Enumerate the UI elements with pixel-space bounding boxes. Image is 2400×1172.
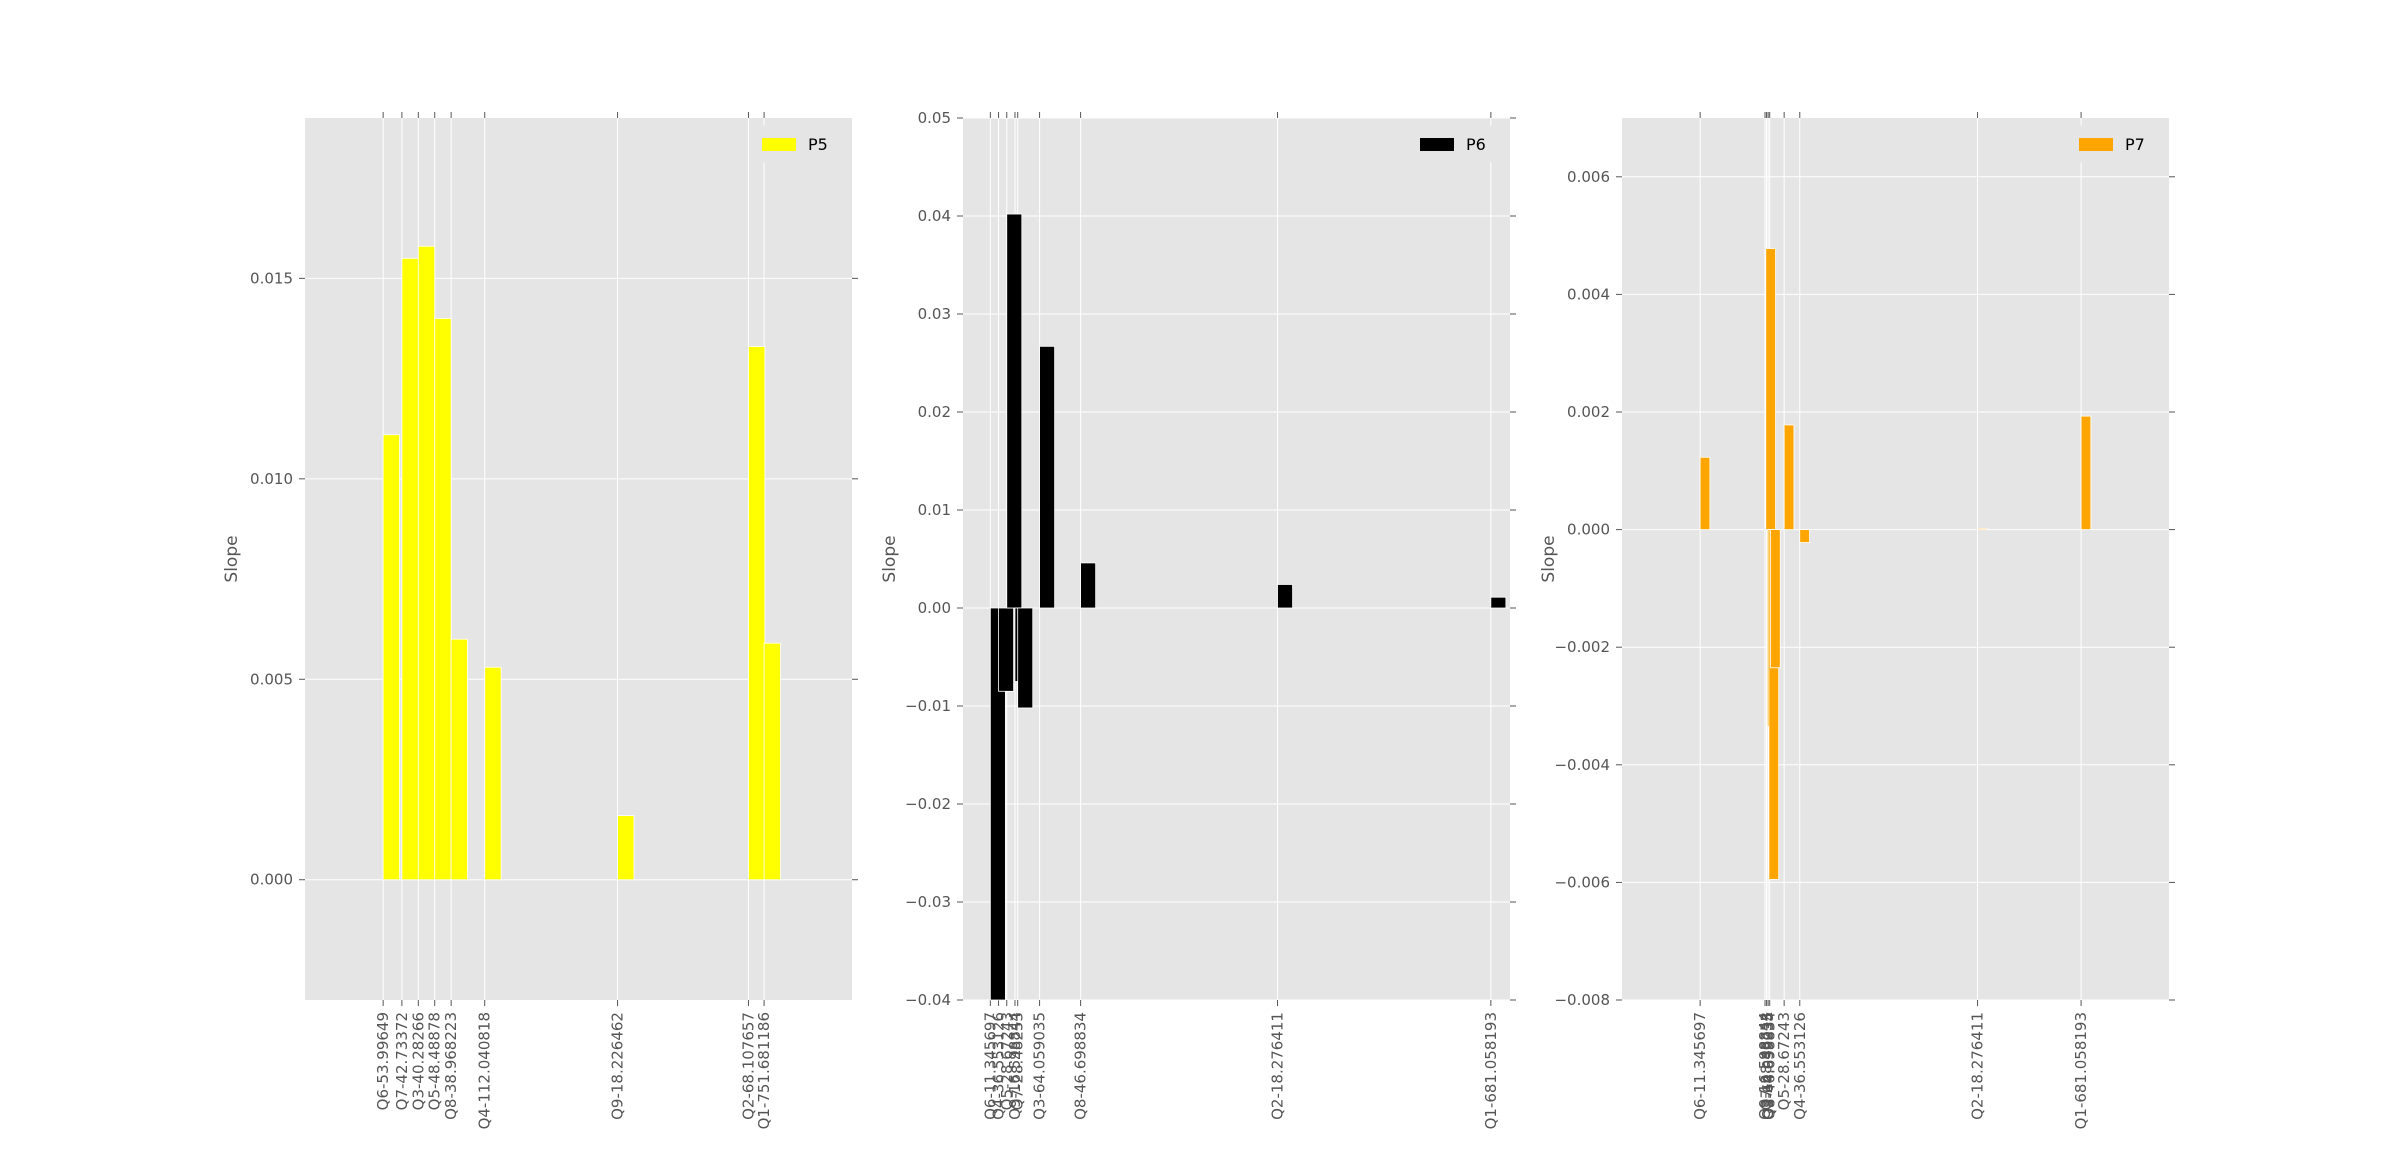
y-tick-label: −0.002 — [1554, 638, 1610, 656]
y-axis-label: Slope — [222, 535, 242, 582]
y-tick-label: 0.02 — [918, 403, 951, 421]
y-tick-label: 0.05 — [918, 109, 951, 127]
x-tick-label: Q4-36.553126 — [1791, 1012, 1809, 1120]
bar — [748, 346, 766, 881]
x-tick-label: Q2-18.276411 — [1969, 1012, 1987, 1120]
y-axis-label: Slope — [1539, 535, 1559, 582]
y-tick-label: −0.02 — [905, 795, 951, 813]
x-tick-label: Q5-28.67243 — [1775, 1012, 1793, 1110]
bar — [1039, 345, 1056, 609]
bar — [763, 642, 781, 881]
x-tick-label: Q6-11.345697 — [981, 1012, 999, 1120]
x-tick-label: Q1-681.058193 — [1482, 1012, 1500, 1129]
y-tick-label: −0.006 — [1554, 873, 1610, 891]
bar — [1770, 529, 1781, 669]
x-tick-label: Q3-40.28266 — [409, 1012, 427, 1110]
x-tick-label: Q1-681.058193 — [2072, 1012, 2090, 1129]
bar — [1017, 607, 1034, 709]
x-tick-label: Q9-18.226462 — [609, 1012, 627, 1120]
bar — [617, 815, 635, 881]
plot-area — [1622, 118, 2169, 1000]
y-tick-label: −0.008 — [1554, 991, 1610, 1009]
chart-panel-p5: 0.000 0.005 0.010 0.015 Q6-53.99649 Q7-42.733… — [222, 112, 858, 1129]
y-tick-label: 0.000 — [1567, 521, 1610, 539]
bar — [417, 245, 436, 881]
y-tick-label: 0.00 — [918, 599, 951, 617]
legend: P6 — [1411, 125, 1503, 163]
y-tick-label: 0.000 — [250, 871, 293, 889]
bar — [382, 434, 400, 881]
legend: P7 — [2070, 125, 2162, 163]
y-tick-label: 0.004 — [1567, 285, 1610, 303]
bar — [1699, 456, 1711, 530]
y-tick-label: 0.006 — [1567, 168, 1610, 186]
bar — [1006, 213, 1023, 609]
chart-panel-p6: −0.04 −0.03 −0.02 −0.01 0.00 0.01 0.02 0.03 0.04… — [880, 109, 1516, 1129]
legend-label: P7 — [2125, 135, 2145, 154]
y-tick-label: 0.01 — [918, 501, 951, 519]
x-tick-label: Q8-46.698834 — [1761, 1012, 1779, 1120]
y-tick-label: 0.010 — [250, 470, 293, 488]
bar — [1783, 424, 1795, 531]
x-tick-label: Q8-46.698834 — [1072, 1012, 1090, 1120]
y-tick-label: 0.002 — [1567, 403, 1610, 421]
legend-swatch — [2079, 138, 2113, 151]
bar — [2080, 415, 2092, 530]
legend: P5 — [753, 125, 845, 163]
x-tick-label: Q9-16.598844 — [1756, 1012, 1774, 1120]
x-tick-label: Q6-53.99649 — [374, 1012, 392, 1110]
x-tick-label: Q1-751.681186 — [755, 1012, 773, 1129]
legend-label: P6 — [1466, 135, 1486, 154]
x-tick-label: Q2-68.107657 — [739, 1012, 757, 1120]
x-tick-label: Q7-28.48253 — [1009, 1012, 1027, 1110]
y-tick-label: −0.04 — [905, 991, 951, 1009]
x-tick-label: Q2-18.276411 — [1269, 1012, 1287, 1120]
bar — [401, 257, 419, 881]
x-tick-label: Q5-28.67243 — [998, 1012, 1016, 1110]
y-tick-label: −0.03 — [905, 893, 951, 911]
y-axis-label: Slope — [880, 535, 900, 582]
x-tick-label: Q4-36.553126 — [990, 1012, 1008, 1120]
bar — [434, 318, 452, 881]
x-tick-label: Q7-28.48253 — [1758, 1012, 1776, 1110]
x-tick-label: Q9-16.598844 — [1006, 1012, 1024, 1120]
chart-panel-p7: −0.008 −0.006 −0.004 −0.002 0.000 0.002 0.004 0… — [1539, 112, 2175, 1129]
y-tick-label: 0.005 — [250, 670, 293, 688]
bar — [450, 638, 468, 881]
legend-box — [753, 125, 845, 163]
bar — [1799, 529, 1810, 543]
x-tick-label: Q5-48.48878 — [426, 1012, 444, 1110]
y-tick-label: −0.01 — [905, 697, 951, 715]
bar — [1977, 528, 1988, 531]
y-tick-label: −0.004 — [1554, 756, 1610, 774]
bar — [1765, 248, 1776, 530]
bar — [484, 666, 502, 881]
x-tick-label: Q6-11.345697 — [1691, 1012, 1709, 1120]
y-tick-label: 0.03 — [918, 305, 951, 323]
x-tick-label: Q4-112.040818 — [476, 1012, 494, 1129]
bar — [1277, 584, 1293, 609]
bar — [998, 607, 1014, 692]
y-tick-label: 0.015 — [250, 269, 293, 287]
legend-swatch — [1420, 138, 1454, 151]
y-tick-label: 0.04 — [918, 207, 951, 225]
legend-label: P5 — [808, 135, 828, 154]
x-tick-label: Q7-42.73372 — [393, 1012, 411, 1110]
x-tick-label: Q8-38.968223 — [442, 1012, 460, 1120]
bar — [1490, 596, 1507, 609]
bar — [989, 607, 1006, 1001]
x-tick-label: Q3-64.059035 — [1031, 1012, 1049, 1120]
bar — [1080, 562, 1097, 609]
legend-swatch — [762, 138, 796, 151]
x-tick-label: Q3-64.059035 — [1759, 1012, 1777, 1120]
